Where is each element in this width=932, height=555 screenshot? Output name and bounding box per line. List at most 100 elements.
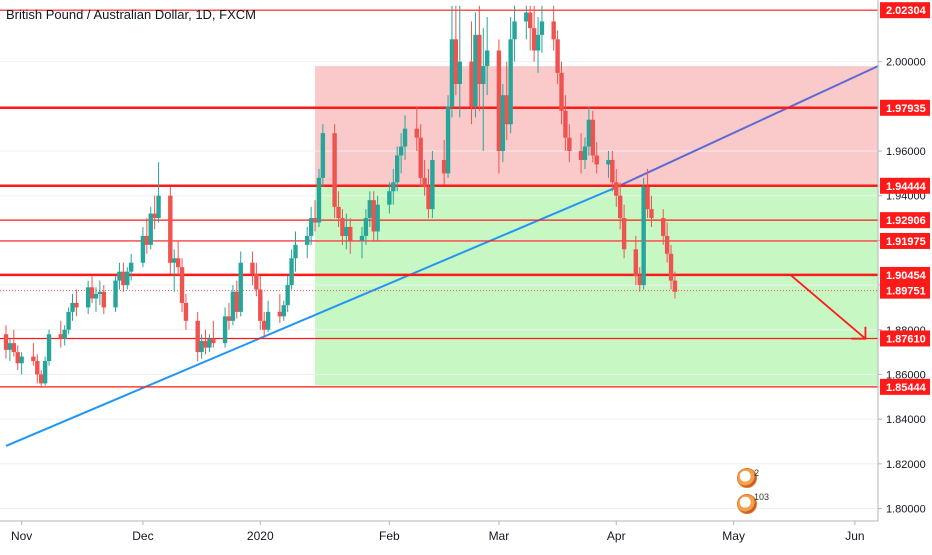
price-tick-label: 1.80000 [886, 503, 926, 515]
price-tick-label: 1.82000 [886, 459, 926, 471]
candle-body [645, 186, 650, 210]
idea-badge-count: 2 [754, 468, 760, 478]
candle-body [582, 146, 588, 160]
price-label-bg [880, 2, 930, 19]
candle-body [172, 258, 177, 263]
price-label-1.92906: 1.92906 [886, 215, 926, 227]
candle-body [265, 311, 271, 330]
candle-body [179, 267, 185, 303]
price-tick-label: 1.84000 [886, 414, 926, 426]
candle-body [500, 95, 506, 152]
price-label-bg [880, 378, 930, 395]
projection-arrow-head [851, 326, 867, 340]
candle-body [230, 291, 236, 321]
candle-body [11, 343, 17, 353]
idea-badge-icon[interactable] [737, 468, 757, 488]
price-label-bg [880, 177, 930, 194]
candle-body [121, 271, 126, 286]
candle-body [140, 235, 146, 263]
candle-body [590, 119, 595, 156]
price-label-bg [880, 330, 930, 347]
candle-body [524, 12, 529, 22]
candle-body [473, 34, 478, 107]
time-tick-label: 2020 [247, 529, 274, 543]
candle-body [387, 191, 392, 205]
candle-body [445, 106, 451, 174]
candle-body [3, 334, 9, 350]
candle-body [649, 209, 654, 219]
candle-body [614, 182, 619, 196]
candle-body [125, 271, 130, 286]
price-label-bg [880, 99, 930, 116]
candle-body [250, 262, 255, 274]
candle-body [621, 218, 627, 250]
candle-body [305, 235, 310, 245]
candle-body [586, 119, 592, 147]
candle-body [449, 39, 455, 107]
candle-body [277, 311, 283, 317]
candle-body [222, 316, 228, 344]
candle-body [539, 21, 545, 35]
candle-body [661, 218, 666, 236]
candle-body [113, 280, 118, 308]
time-tick-label: Apr [607, 529, 626, 543]
candle-body [664, 235, 670, 254]
candle-body [477, 34, 482, 85]
candle-body [117, 271, 122, 281]
price-label-bg [880, 232, 930, 249]
time-tick-label: Mar [489, 529, 510, 543]
trendline-rising-support [5, 188, 613, 447]
candle-body [281, 305, 286, 317]
candle-body [332, 133, 337, 207]
candle-body [336, 206, 341, 219]
time-tick-label: Feb [379, 529, 400, 543]
price-label-bg [880, 212, 930, 229]
candle-body [668, 253, 674, 281]
candle-body [85, 287, 91, 308]
candle-body [195, 320, 200, 353]
price-tick-label: 1.86000 [886, 369, 926, 381]
price-tick-label: 1.96000 [886, 146, 926, 158]
candle-body [504, 95, 509, 125]
symbol-title: British Pound / Australian Dollar, 1D, F… [6, 7, 256, 22]
candle-body [258, 289, 263, 321]
price-label-1.94444: 1.94444 [886, 181, 927, 193]
time-tick-label: Jun [845, 529, 864, 543]
candle-body [42, 361, 48, 384]
candle-body [414, 128, 419, 138]
candle-body [203, 340, 208, 348]
candle-body [7, 343, 13, 350]
candle-body [183, 302, 189, 321]
support-zone [315, 185, 879, 386]
candle-body [19, 356, 24, 364]
candle-body [31, 356, 36, 362]
candle-body [371, 200, 376, 232]
candle-body [128, 262, 134, 272]
candle-body [168, 195, 173, 263]
comment-badge-icon[interactable] [737, 494, 757, 514]
candle-body [156, 195, 161, 219]
candle-body [496, 50, 502, 152]
time-tick-label: May [722, 529, 745, 543]
candle-body [66, 311, 71, 330]
candle-body [418, 137, 423, 178]
candle-body [261, 320, 267, 330]
candle-body [74, 302, 79, 308]
candle-body [641, 186, 646, 286]
projection-arrow-line [790, 274, 867, 340]
candle-body [316, 177, 322, 223]
candle-body [226, 316, 232, 321]
candle-body [97, 291, 103, 295]
candle-body [426, 186, 431, 210]
candle-body [62, 329, 67, 339]
candle-body [481, 66, 486, 85]
candle-body [285, 285, 290, 306]
candle-body [367, 200, 373, 219]
candle-body [422, 177, 427, 187]
price-label-bg [880, 282, 930, 299]
candle-body [199, 340, 204, 353]
candle-body [637, 276, 642, 286]
candle-body [312, 218, 318, 223]
